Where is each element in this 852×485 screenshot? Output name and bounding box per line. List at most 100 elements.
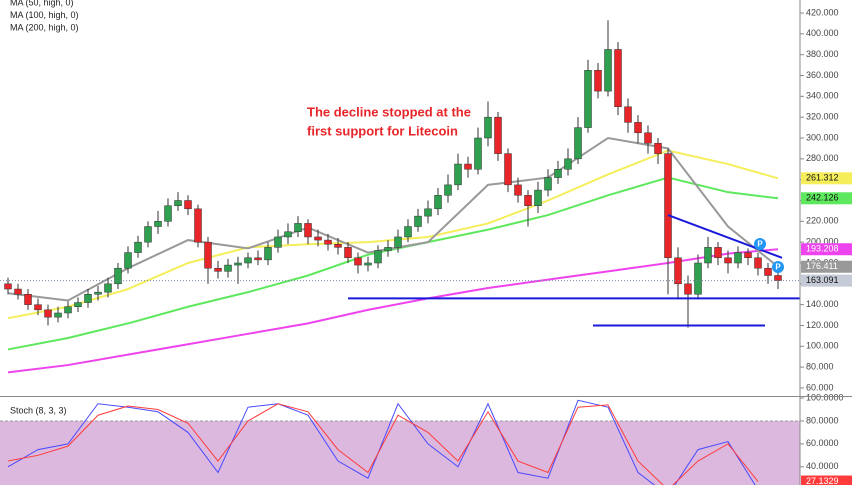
candle-body	[4, 283, 12, 290]
pivot-icon-letter: P	[775, 263, 781, 272]
candle-body	[364, 262, 372, 266]
candle-body	[164, 205, 172, 222]
candle-body	[754, 257, 762, 269]
candle-body	[214, 267, 222, 272]
pivot-icon	[754, 238, 766, 250]
candle-body	[664, 153, 672, 259]
candle-body	[74, 302, 82, 307]
candle-body	[434, 195, 442, 210]
value-tag	[801, 192, 852, 205]
line-series	[7, 403, 759, 485]
line-series	[7, 248, 779, 374]
y-tick-label: 340.000	[806, 91, 839, 101]
y-tick-label: 280.000	[806, 153, 839, 163]
candle-body	[254, 257, 262, 261]
y-tick-label: 80.000	[806, 362, 834, 372]
candle-body	[504, 153, 512, 186]
value-tag-label: 27.1329	[806, 476, 839, 485]
candle-body	[584, 70, 592, 128]
candle-body	[514, 184, 522, 196]
value-tag-label: 176.411	[806, 261, 838, 271]
candle-body	[324, 239, 332, 245]
y-tick-label: 120.000	[806, 320, 839, 330]
candle-body	[94, 291, 102, 295]
candle-body	[124, 252, 132, 269]
candle-body	[294, 223, 302, 232]
stoch-band	[0, 420, 800, 485]
pivot-icon	[772, 261, 784, 273]
legend-entry: MA (200, high, 0)	[10, 22, 79, 32]
y-tick-label: 420.000	[806, 7, 839, 17]
y-tick-label: 220.000	[806, 216, 839, 226]
candle-body	[774, 275, 782, 281]
y-tick-label: 360.000	[806, 70, 839, 80]
candle-body	[524, 195, 532, 206]
candle-body	[734, 252, 742, 264]
candle-body	[424, 208, 432, 217]
y-tick-label: 200.000	[806, 237, 839, 247]
value-tag	[801, 243, 852, 256]
trendline	[667, 214, 783, 259]
candle-body	[634, 122, 642, 134]
price-panel	[0, 20, 800, 374]
value-tag	[801, 274, 852, 287]
candle-body	[134, 241, 142, 253]
candle-body	[394, 236, 402, 248]
y-tick-label: 400.000	[806, 28, 839, 38]
stoch-title: Stoch (8, 3, 3)	[10, 405, 67, 415]
candle-body	[194, 208, 202, 243]
y-tick-label: 60.0000	[806, 438, 839, 448]
value-tag	[801, 260, 852, 273]
candle-body	[284, 231, 292, 238]
y-tick-label: 100.000	[806, 341, 839, 351]
y-tick-label: 380.000	[806, 49, 839, 59]
value-tag	[801, 172, 852, 185]
candle-body	[414, 215, 422, 227]
candle-body	[54, 312, 62, 318]
candle-body	[314, 236, 322, 241]
candle-body	[704, 247, 712, 264]
candle-body	[374, 250, 382, 264]
y-tick-label: 60.000	[806, 382, 834, 392]
candle-body	[354, 257, 362, 266]
candle-body	[744, 252, 752, 259]
candle-body	[174, 200, 182, 206]
y-tick-label: 100.0000	[806, 392, 844, 402]
candle-body	[144, 226, 152, 243]
stoch-panel	[0, 399, 800, 485]
y-tick-label: 80.0000	[806, 415, 839, 425]
candle-body	[494, 116, 502, 154]
candle-body	[484, 116, 492, 139]
candle-body	[404, 226, 412, 238]
candle-body	[654, 142, 662, 154]
candle-body	[304, 223, 312, 238]
y-tick-label: 40.0000	[806, 461, 839, 471]
candle-body	[564, 158, 572, 170]
axis: 60.00080.000100.000120.000140.000160.000…	[10, 0, 852, 485]
candle-body	[14, 288, 22, 295]
candle-body	[544, 177, 552, 191]
candle-body	[104, 283, 112, 293]
candle-body	[274, 236, 282, 248]
candle-body	[154, 221, 162, 227]
y-tick-label: 140.000	[806, 299, 839, 309]
y-tick-label: 320.000	[806, 112, 839, 122]
candle-body	[644, 132, 652, 144]
candle-body	[234, 262, 242, 266]
value-tag-label: 242.126	[806, 193, 839, 203]
candle-body	[344, 247, 352, 259]
legend-entry: MA (50, high, 0)	[10, 0, 74, 7]
candle-body	[114, 267, 122, 285]
candle-body	[474, 137, 482, 170]
value-tag-label: 261.312	[806, 173, 839, 183]
candle-body	[244, 257, 252, 264]
candle-body	[674, 257, 682, 285]
value-tag-label: 163.091	[806, 275, 839, 285]
pivot-icon-letter: P	[757, 240, 763, 249]
candle-body	[684, 283, 692, 295]
y-tick-label: 300.000	[806, 132, 839, 142]
candle-body	[624, 106, 632, 123]
candle-body	[454, 163, 462, 186]
candle-body	[44, 309, 52, 318]
